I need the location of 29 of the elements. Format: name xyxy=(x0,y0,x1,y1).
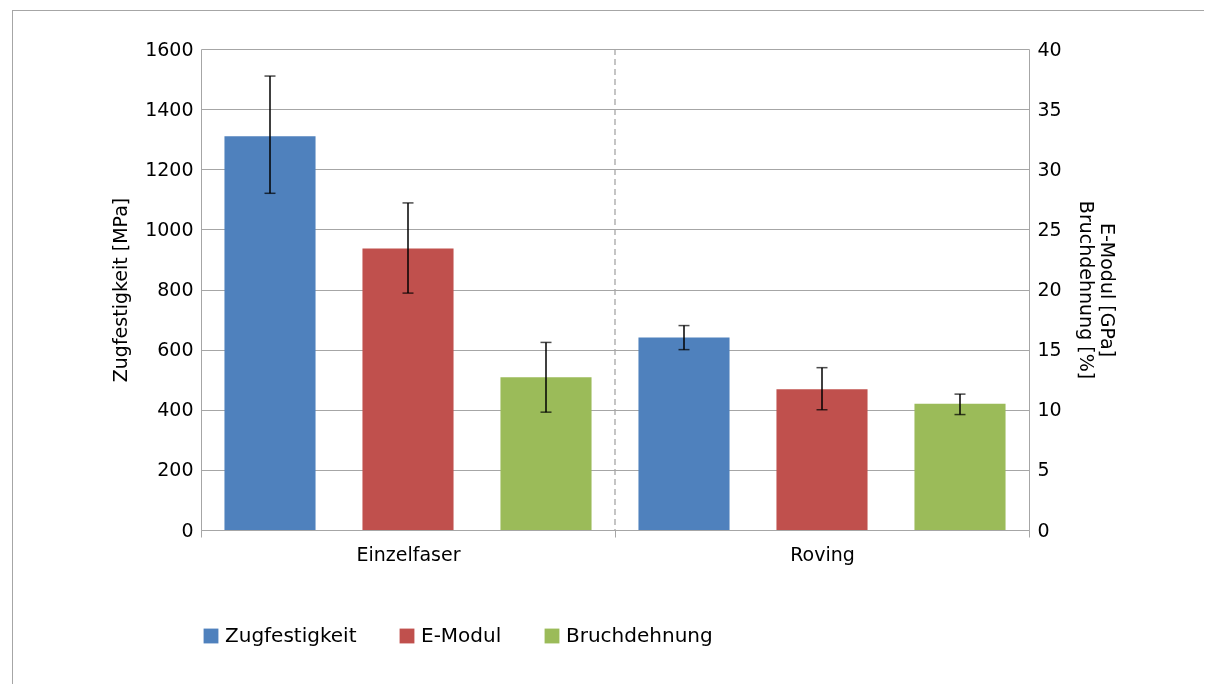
bar xyxy=(500,377,592,530)
bar xyxy=(362,248,454,530)
y-axis-title: Zugfestigkeit [MPa] xyxy=(109,197,132,383)
y-tick-label: 1600 xyxy=(145,37,194,60)
legend-label: E-Modul xyxy=(421,623,502,647)
y2-tick-label: 15 xyxy=(1037,338,1062,361)
y2-tick-label: 30 xyxy=(1037,157,1062,180)
x-tick-label: Roving xyxy=(790,542,855,565)
y2-tick-label: 10 xyxy=(1037,398,1062,421)
y2-tick-label: 35 xyxy=(1037,97,1062,120)
bar xyxy=(914,403,1006,530)
y-tick-label: 600 xyxy=(157,338,194,361)
y-tick-label: 1000 xyxy=(145,217,194,240)
y2-tick-label: 20 xyxy=(1037,278,1062,300)
bar xyxy=(776,389,868,530)
y2-tick-label: 5 xyxy=(1037,458,1050,481)
x-tick-label: Einzelfaser xyxy=(356,542,461,565)
y-tick-label: 800 xyxy=(157,278,194,300)
y2-axis-title: E-Modul [GPa] Bruchdehnung [%] xyxy=(1075,200,1119,380)
y2-tick-label: 0 xyxy=(1037,518,1050,541)
y2-tick-label: 25 xyxy=(1037,217,1062,240)
y-tick-label: 1200 xyxy=(145,157,194,180)
y-tick-label: 400 xyxy=(157,398,194,421)
legend-label: Bruchdehnung xyxy=(566,623,713,647)
y-tick-label: 200 xyxy=(157,458,194,481)
y-tick-label: 0 xyxy=(181,518,194,541)
legend-label: Zugfestigkeit xyxy=(225,623,357,647)
y-tick-label: 1400 xyxy=(145,97,194,120)
y2-tick-label: 40 xyxy=(1037,37,1062,60)
